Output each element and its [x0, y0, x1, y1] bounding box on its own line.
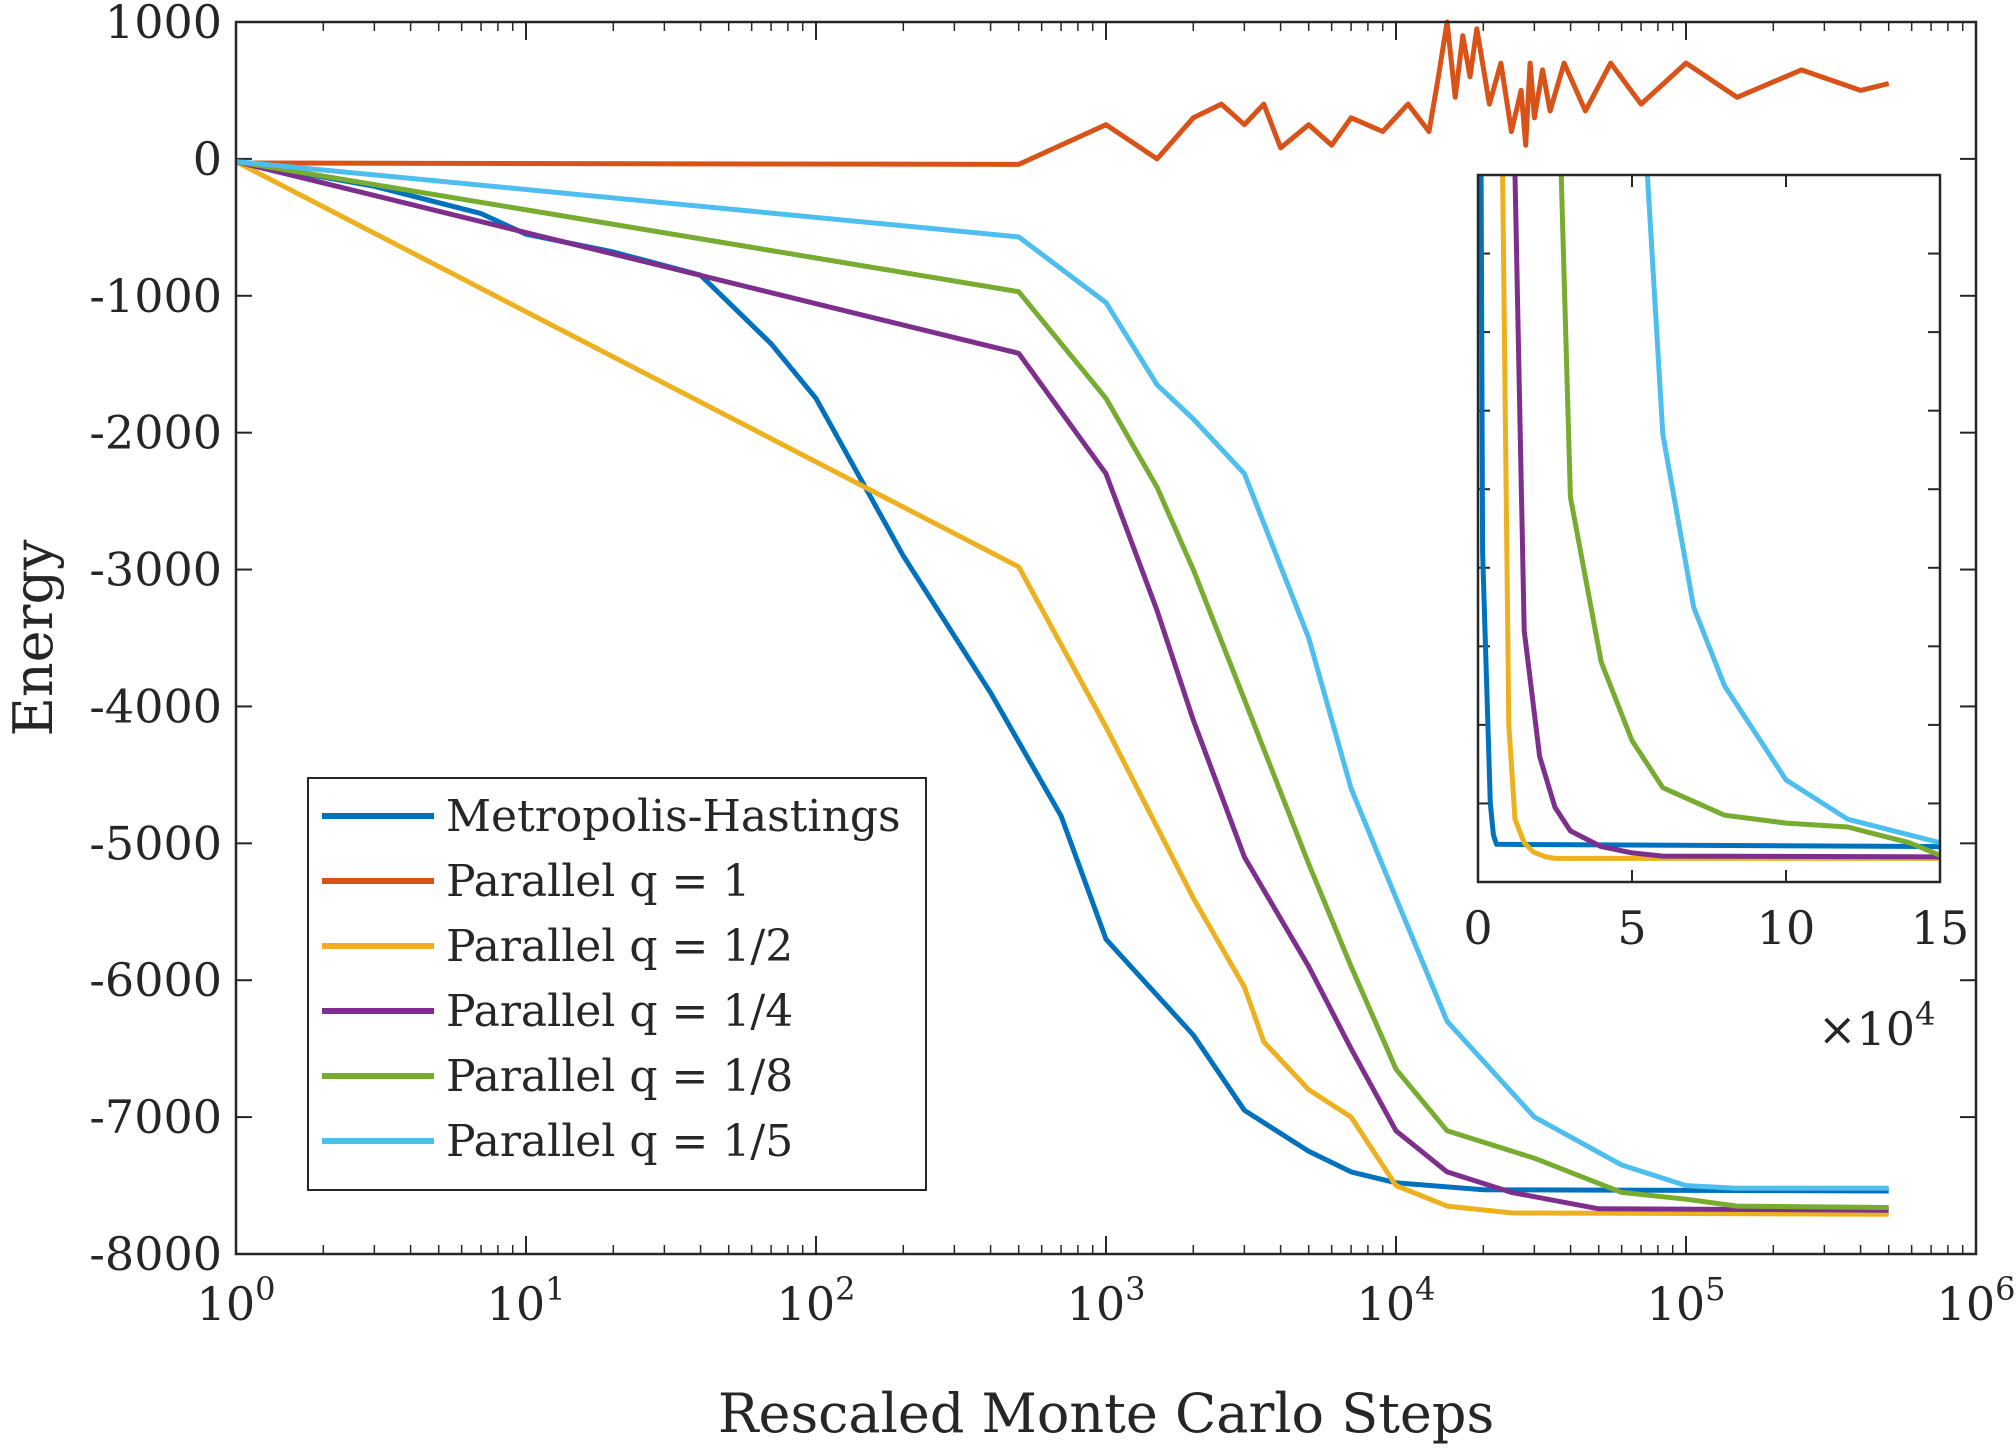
x-tick-label-exp: 3 — [1125, 1270, 1145, 1308]
inset-frame — [1476, 173, 1942, 884]
inset-x-multiplier-exp: 4 — [1915, 995, 1935, 1033]
inset-tick-labels: 0 5 10 15 — [1463, 901, 1969, 955]
y-tick-label: -7000 — [89, 1090, 222, 1144]
x-tick-label: 101 — [487, 1270, 566, 1331]
inset-background — [1478, 175, 1940, 882]
inset-series-line-2 — [1512, 174, 1941, 860]
y-tick-label: -3000 — [89, 543, 222, 597]
plot-frame — [234, 20, 1978, 1256]
y-tick-label: 0 — [193, 132, 222, 186]
legend-label-2: Parallel q = 1/2 — [446, 921, 793, 972]
inset-x-tick-label: 0 — [1463, 901, 1492, 955]
x-tick-label-base: 10 — [1937, 1277, 1996, 1331]
x-tick-label: 105 — [1647, 1270, 1726, 1331]
y-tick-label: -5000 — [89, 816, 222, 870]
x-tick-label-exp: 2 — [835, 1270, 855, 1308]
series-line-4 — [235, 159, 1889, 1210]
x-tick-label-base: 10 — [1067, 1277, 1126, 1331]
x-tick-label: 104 — [1357, 1270, 1436, 1331]
legend-items: Metropolis-Hastings Parallel q = 1 Paralle… — [322, 791, 901, 1167]
y-tick-label: -8000 — [89, 1227, 222, 1281]
x-tick-label-base: 10 — [777, 1277, 836, 1331]
legend-label-5: Parallel q = 1/5 — [446, 1116, 793, 1167]
x-tick-label: 103 — [1067, 1270, 1146, 1331]
y-tick-label: -1000 — [89, 269, 222, 323]
y-tick-label: -6000 — [89, 953, 222, 1007]
legend-label-0: Metropolis-Hastings — [446, 791, 901, 842]
y-tick-label: -4000 — [89, 679, 222, 733]
inset-series — [1478, 174, 1941, 861]
x-tick-label: 102 — [777, 1270, 856, 1331]
x-tick-label-base: 10 — [197, 1277, 256, 1331]
inset-series-line-4 — [1644, 174, 1941, 846]
x-tick-label-exp: 1 — [545, 1270, 565, 1308]
inset-x-tick-label: 15 — [1911, 901, 1970, 955]
x-tick-label-base: 10 — [487, 1277, 546, 1331]
x-tick-label: 100 — [197, 1270, 276, 1331]
series-line-2 — [234, 159, 1889, 1217]
inset-x-multiplier: ×104 — [1818, 995, 1935, 1056]
x-tick-label-exp: 4 — [1415, 1270, 1435, 1308]
legend-label-3: Parallel q = 1/4 — [446, 986, 793, 1037]
series-line-1 — [235, 19, 1890, 167]
x-tick-label-exp: 6 — [1995, 1270, 2015, 1308]
y-tick-label: -2000 — [89, 406, 222, 460]
x-tick-label-base: 10 — [1647, 1277, 1706, 1331]
legend-label-1: Parallel q = 1 — [446, 856, 750, 907]
inset-x-tick-label: 10 — [1757, 901, 1816, 955]
y-tick-label: 1000 — [105, 0, 222, 49]
inset-chart: 0 5 10 15 ×104 — [1463, 173, 1969, 1056]
legend-box — [307, 777, 927, 1191]
x-axis-title: Rescaled Monte Carlo Steps — [718, 1382, 1494, 1445]
x-tick-label-exp: 0 — [255, 1270, 275, 1308]
inset-x-tick-label: 5 — [1617, 901, 1646, 955]
x-tick-labels: 100 101 102 103 104 105 106 — [197, 1270, 2016, 1331]
inset-series-line-0 — [1478, 174, 1941, 850]
main-series — [234, 19, 1890, 1217]
inset-series-line-3 — [1558, 174, 1941, 858]
y-axis-title: Energy — [2, 539, 65, 737]
legend-label-4: Parallel q = 1/8 — [446, 1051, 793, 1102]
inset-x-multiplier-base: ×10 — [1818, 1002, 1915, 1056]
legend: Metropolis-Hastings Parallel q = 1 Paralle… — [307, 777, 927, 1191]
series-line-3 — [235, 159, 1889, 1213]
x-tick-label-exp: 5 — [1705, 1270, 1725, 1308]
y-tick-labels: 1000 0 -1000 -2000 -3000 -4000 -5000 -6000 -7000… — [89, 0, 222, 1281]
x-tick-label: 106 — [1937, 1270, 2016, 1331]
series-line-5 — [235, 159, 1889, 1191]
inset-series-line-1 — [1500, 174, 1940, 861]
x-tick-label-base: 10 — [1357, 1277, 1416, 1331]
